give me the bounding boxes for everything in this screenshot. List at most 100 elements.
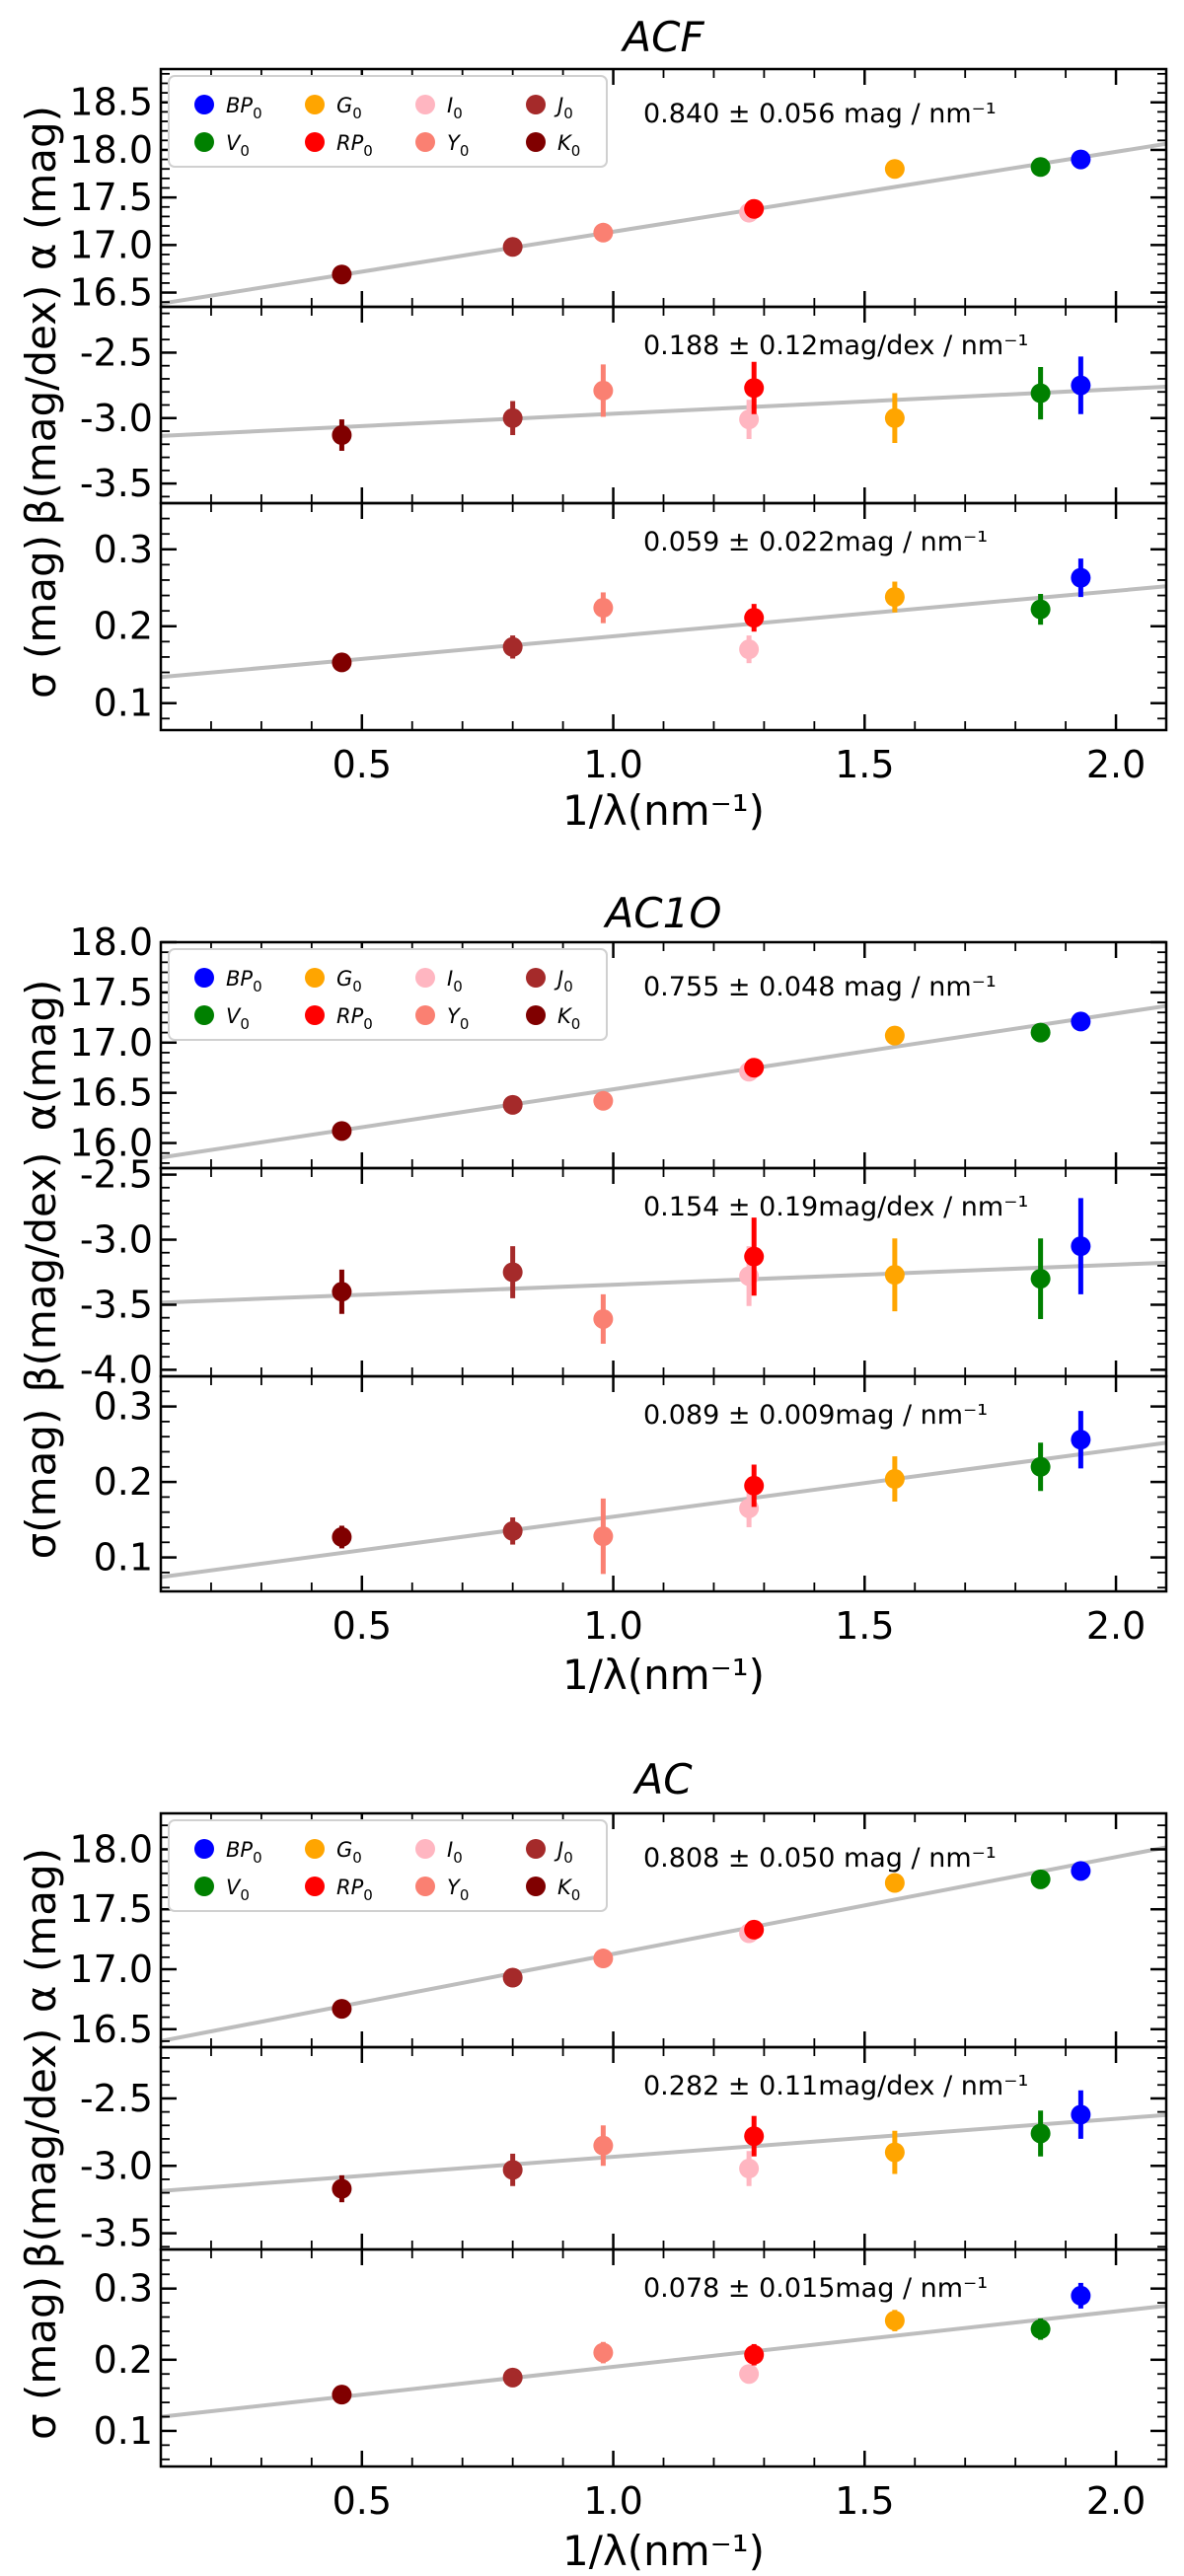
data-point-G0 bbox=[884, 159, 905, 180]
data-point-BP0 bbox=[1071, 2104, 1091, 2125]
legend-label-base: BP bbox=[226, 1838, 253, 1862]
y-tick-label: 0.2 bbox=[94, 2338, 153, 2382]
legend-label-base: J bbox=[554, 1838, 563, 1862]
y-tick-label: 0.3 bbox=[94, 1385, 153, 1429]
data-point-J0 bbox=[502, 1520, 523, 1541]
y-tick-label: -3.5 bbox=[80, 2212, 153, 2255]
fit-annotation: 0.808 ± 0.050 mag / nm⁻¹ bbox=[643, 1843, 997, 1874]
fit-annotation: 0.059 ± 0.022mag / nm⁻¹ bbox=[643, 527, 988, 557]
legend-label-subscript: 0 bbox=[460, 1886, 470, 1904]
y-tick-label: 17.5 bbox=[69, 1887, 153, 1931]
data-point-RP0 bbox=[744, 378, 765, 399]
y-tick-label: 17.0 bbox=[69, 1021, 153, 1065]
x-tick-label: 1.0 bbox=[583, 2479, 642, 2523]
fit-annotation: 0.154 ± 0.19mag/dex / nm⁻¹ bbox=[643, 1192, 1028, 1222]
legend-label-base: RP bbox=[336, 1004, 364, 1028]
chart-0: ACF 16.5 17.017.518.018.5α (mag) 0.840 ± 0.… bbox=[17, 13, 1168, 835]
data-point-V0 bbox=[1030, 599, 1051, 620]
legend-label-K0: K0 bbox=[557, 1004, 580, 1033]
data-point-J0 bbox=[502, 1094, 523, 1115]
data-point-BP0 bbox=[1071, 1861, 1091, 1881]
data-point-J0 bbox=[502, 1967, 523, 1988]
y-tick-label: 0.2 bbox=[94, 1460, 153, 1504]
data-point-J0 bbox=[502, 636, 523, 657]
y-tick-label: 18.5 bbox=[69, 81, 153, 124]
legend-marker-V0 bbox=[194, 1877, 214, 1896]
legend-label-G0: G0 bbox=[336, 967, 362, 995]
legend-label-base: RP bbox=[336, 131, 364, 155]
legend-label-subscript: 0 bbox=[571, 1015, 581, 1033]
legend-label-base: V bbox=[226, 1876, 242, 1899]
legend-label-Y0: Y0 bbox=[447, 1004, 469, 1033]
legend-label-Y0: Y0 bbox=[447, 1876, 469, 1904]
legend-marker-K0 bbox=[526, 132, 546, 152]
data-point-V0 bbox=[1030, 2123, 1051, 2144]
y-tick-label: 0.3 bbox=[94, 528, 153, 571]
x-tick-label: 2.0 bbox=[1086, 1604, 1146, 1648]
y-tick-label: 18.0 bbox=[69, 1827, 153, 1871]
x-tick-label: 1.5 bbox=[835, 2479, 894, 2523]
legend-label-BP0: BP0 bbox=[226, 967, 262, 995]
data-point-BP0 bbox=[1071, 149, 1091, 170]
legend-label-base: I bbox=[447, 1838, 453, 1862]
fit-line bbox=[161, 384, 1166, 438]
legend-marker-J0 bbox=[526, 95, 546, 114]
legend-marker-RP0 bbox=[305, 132, 325, 152]
y-axis-label: α (mag) bbox=[17, 106, 65, 270]
legend-label-base: G bbox=[336, 1838, 352, 1862]
legend-label-subscript: 0 bbox=[563, 978, 573, 995]
data-point-BP0 bbox=[1071, 2285, 1091, 2306]
y-tick-label: 17.0 bbox=[69, 223, 153, 266]
data-point-V0 bbox=[1030, 1869, 1051, 1889]
data-point-BP0 bbox=[1071, 1011, 1091, 1032]
legend-label-base: V bbox=[226, 131, 242, 155]
data-point-BP0 bbox=[1071, 375, 1091, 396]
y-tick-label: -2.5 bbox=[80, 331, 153, 374]
data-point-Y0 bbox=[593, 1526, 614, 1547]
legend-label-base: I bbox=[447, 94, 453, 117]
legend-marker-K0 bbox=[526, 1877, 546, 1896]
legend-label-base: J bbox=[554, 94, 563, 117]
y-tick-label: 0.1 bbox=[94, 1536, 153, 1580]
fit-line bbox=[161, 1845, 1166, 2043]
data-point-Y0 bbox=[593, 1308, 614, 1329]
legend-label-I0: I0 bbox=[447, 94, 463, 122]
y-tick-label: -3.0 bbox=[80, 1218, 153, 1262]
data-point-K0 bbox=[332, 2385, 352, 2405]
data-point-G0 bbox=[884, 1873, 905, 1893]
legend-box bbox=[168, 75, 608, 168]
data-point-G0 bbox=[884, 1265, 905, 1286]
data-point-RP0 bbox=[744, 1058, 765, 1078]
fit-annotation: 0.188 ± 0.12mag/dex / nm⁻¹ bbox=[643, 331, 1028, 361]
data-point-I0 bbox=[739, 2364, 760, 2385]
panel-1: -2.5 -3.0 -3.5 β(mag/dex) 0.188 ± 0.12mag/de… bbox=[17, 285, 1168, 525]
data-point-K0 bbox=[332, 1121, 352, 1141]
y-axis-label: σ(mag) bbox=[17, 1409, 65, 1560]
chart-2: AC 16.5 17.0 17.5 18.0α (mag) 0.808 ± 0.050 m… bbox=[17, 1755, 1168, 2575]
x-tick-label: 2.0 bbox=[1086, 2479, 1146, 2523]
fit-line bbox=[161, 2304, 1166, 2419]
x-axis-label: 1/λ(nm⁻¹) bbox=[562, 786, 765, 835]
legend-label-base: I bbox=[447, 967, 453, 991]
legend-label-base: BP bbox=[226, 94, 253, 117]
chart-title: AC1O bbox=[603, 889, 722, 937]
legend-label-base: G bbox=[336, 94, 352, 117]
data-point-BP0 bbox=[1071, 1236, 1091, 1257]
panel-0: 16.0 16.5 17.0 17.5 18.0α(mag) 0.755 ± 0.048 … bbox=[17, 920, 1168, 1170]
legend-label-subscript: 0 bbox=[571, 1886, 581, 1904]
data-point-I0 bbox=[739, 639, 760, 660]
x-tick-label: 0.5 bbox=[333, 743, 392, 786]
legend-label-G0: G0 bbox=[336, 1838, 362, 1867]
legend-label-J0: J0 bbox=[554, 1838, 573, 1867]
chart-1: AC1O 16.0 16.5 17.0 17.5 18.0α(mag) 0.755 ± 0.… bbox=[17, 889, 1168, 1699]
y-axis-label: β(mag/dex) bbox=[17, 1152, 65, 1393]
y-axis-label: σ (mag) bbox=[17, 2276, 65, 2440]
y-tick-label: -4.0 bbox=[80, 1348, 153, 1391]
data-point-G0 bbox=[884, 1469, 905, 1490]
legend-label-RP0: RP0 bbox=[336, 131, 373, 160]
y-tick-label: 0.3 bbox=[94, 2267, 153, 2311]
data-point-K0 bbox=[332, 1526, 352, 1547]
legend-marker-BP0 bbox=[194, 95, 214, 114]
